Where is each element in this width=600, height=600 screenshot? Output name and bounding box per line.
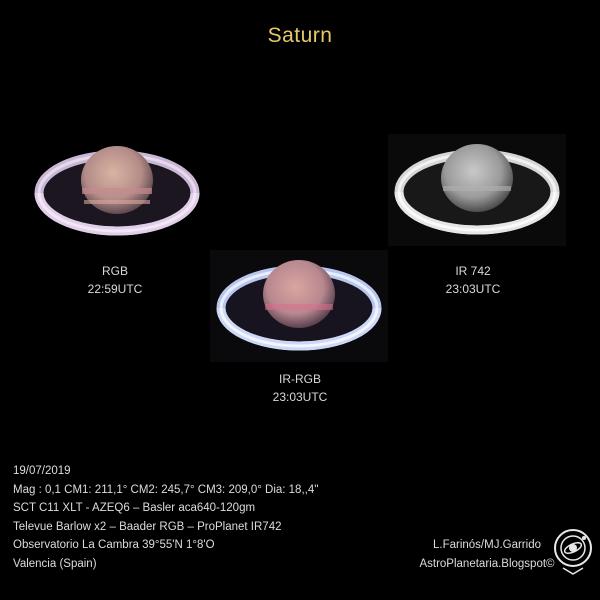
info-telescope: SCT C11 XLT - AZEQ6 – Basler aca640-120g… xyxy=(13,502,256,514)
saturn-ir742-image xyxy=(388,134,566,246)
info-ephemeris: Mag : 0,1 CM1: 211,1° CM2: 245,7° CM3: 2… xyxy=(13,483,319,496)
observation-info: 19/07/2019 Mag : 0,1 CM1: 211,1° CM2: 24… xyxy=(13,462,319,573)
image-title: Saturn xyxy=(267,24,333,47)
saturn-irrgb-image xyxy=(210,250,388,362)
credit-blog: AstroPlanetaria.Blogspot© xyxy=(419,557,555,570)
info-optics: Televue Barlow x2 – Baader RGB – ProPlan… xyxy=(13,520,282,533)
caption-ir742: IR 742 23:03UTC xyxy=(413,262,533,298)
credits: L.Farinós/MJ.Garrido AstroPlanetaria.Blo… xyxy=(412,536,562,573)
caption-irrgb-time: 23:03UTC xyxy=(272,390,328,404)
caption-irrgb: IR-RGB 23:03UTC xyxy=(240,370,360,406)
caption-ir742-time: 23:03UTC xyxy=(445,282,501,296)
caption-rgb-time: 22:59UTC xyxy=(87,282,143,296)
saturn-rgb-image xyxy=(34,146,200,236)
caption-rgb-filter: RGB xyxy=(101,264,128,278)
caption-irrgb-filter: IR-RGB xyxy=(279,372,321,386)
info-location: Valencia (Spain) xyxy=(13,557,97,570)
caption-ir742-filter: IR 742 xyxy=(455,264,491,278)
planetary-logo-icon xyxy=(554,529,592,575)
info-observatory: Observatorio La Cambra 39°55'N 1°8'O xyxy=(13,539,215,551)
info-date: 19/07/2019 xyxy=(13,465,71,477)
credit-authors: L.Farinós/MJ.Garrido xyxy=(432,539,541,551)
caption-rgb: RGB 22:59UTC xyxy=(55,262,175,298)
